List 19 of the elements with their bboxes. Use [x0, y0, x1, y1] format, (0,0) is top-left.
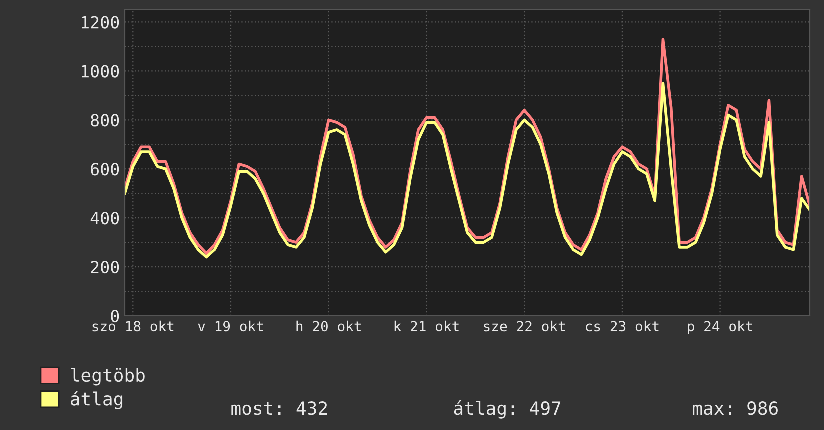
line-series — [125, 82, 810, 259]
y-tick-label: 1000 — [82, 65, 120, 78]
x-tick-label: sze 22 okt — [484, 320, 566, 332]
x-tick-label: v 19 okt — [198, 320, 264, 332]
y-tick-label: 800 — [91, 114, 120, 127]
y-tick-label: 1200 — [82, 16, 120, 29]
legend-label: legtöbb — [71, 368, 145, 386]
y-tick-label: 400 — [90, 212, 120, 225]
y-tick-label: 600 — [91, 163, 120, 176]
x-tick-label: cs 23 okt — [586, 320, 659, 332]
x-tick-label: h 20 okt — [296, 320, 361, 332]
legend-label: átlag — [71, 391, 123, 410]
text: átlag: 497 — [454, 400, 561, 419]
y-tick-label: 200 — [91, 261, 120, 274]
text: max: 986 — [693, 402, 778, 416]
text: most: 432 — [232, 402, 328, 416]
x-tick-label: p 24 okt — [688, 320, 752, 334]
y-tick-label: 0 — [111, 310, 120, 323]
x-tick-label: k 21 okt — [394, 320, 459, 332]
